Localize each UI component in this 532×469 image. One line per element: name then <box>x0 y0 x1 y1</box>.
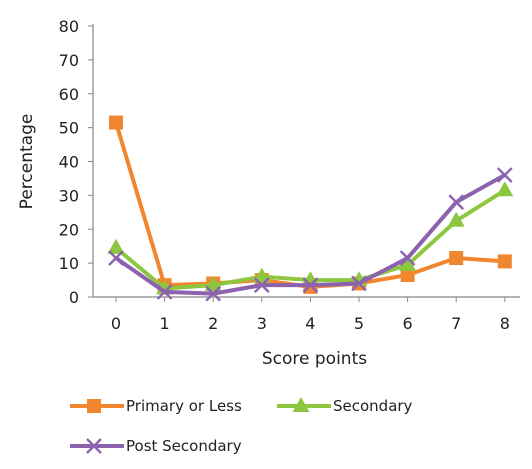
x-axis-label: Score points <box>262 349 367 369</box>
y-tick-label-40: 40 <box>59 153 79 172</box>
legend-label-secondary: Secondary <box>333 397 413 415</box>
point-primary-or-less-0 <box>109 115 123 130</box>
legend-symbol-primary-or-less <box>70 399 124 413</box>
x-tick-label-6: 6 <box>403 314 413 333</box>
x-tick-labels: 0 1 2 3 4 5 6 7 8 <box>111 297 510 333</box>
legend-marker-post-secondary <box>86 438 102 454</box>
y-tick-label-50: 50 <box>59 119 79 138</box>
point-primary-or-less-8 <box>497 254 512 269</box>
x-tick-label-1: 1 <box>160 314 170 333</box>
x-tick-label-3: 3 <box>257 314 267 333</box>
point-secondary-0 <box>107 238 125 254</box>
y-tick-label-60: 60 <box>59 85 79 104</box>
y-tick-label-30: 30 <box>59 186 79 205</box>
x-tick-label-8: 8 <box>500 314 510 333</box>
legend-marker-primary-or-less <box>87 399 101 413</box>
line-primary-or-less <box>114 120 507 289</box>
legend-symbol-secondary <box>277 397 331 412</box>
y-tick-label-20: 20 <box>59 220 79 239</box>
point-post-secondary-5 <box>351 275 367 292</box>
legend-label-primary-or-less: Primary or Less <box>126 397 242 415</box>
legend-marker-secondary <box>292 397 310 412</box>
legend-item-post-secondary: Post Secondary <box>70 437 242 455</box>
point-post-secondary-1 <box>156 284 173 300</box>
y-tick-labels: 0 10 20 30 40 50 60 70 80 <box>59 17 93 307</box>
x-tick-label-5: 5 <box>354 314 364 333</box>
legend-item-secondary: Secondary <box>277 397 413 415</box>
legend-symbol-post-secondary <box>70 438 124 454</box>
series-post-secondary <box>108 167 513 302</box>
point-primary-or-less-7 <box>449 251 464 266</box>
y-axis-label: Percentage <box>17 114 37 210</box>
y-tick-label-10: 10 <box>59 254 79 273</box>
x-tick-label-4: 4 <box>305 314 315 333</box>
y-tick-label-0: 0 <box>69 288 79 307</box>
legend: Primary or Less Secondary Post Secondary <box>70 397 413 455</box>
legend-item-primary-or-less: Primary or Less <box>70 397 242 415</box>
x-tick-label-2: 2 <box>208 314 218 333</box>
point-secondary-6 <box>399 255 417 271</box>
point-secondary-8 <box>496 181 514 197</box>
x-tick-label-0: 0 <box>111 314 121 333</box>
y-tick-label-70: 70 <box>59 51 79 70</box>
legend-label-post-secondary: Post Secondary <box>126 437 242 455</box>
point-post-secondary-8 <box>496 167 513 183</box>
point-post-secondary-0 <box>108 250 124 266</box>
point-secondary-3 <box>253 267 271 283</box>
point-post-secondary-4 <box>302 277 319 293</box>
point-secondary-7 <box>447 211 465 227</box>
point-secondary-2 <box>204 276 222 292</box>
x-tick-label-7: 7 <box>451 314 461 333</box>
point-post-secondary-3 <box>253 277 270 293</box>
point-post-secondary-2 <box>205 285 222 302</box>
point-post-secondary-7 <box>448 194 465 210</box>
point-primary-or-less-6 <box>400 267 415 282</box>
series-lines <box>107 115 514 302</box>
point-post-secondary-6 <box>399 250 416 266</box>
y-tick-label-80: 80 <box>59 17 79 36</box>
